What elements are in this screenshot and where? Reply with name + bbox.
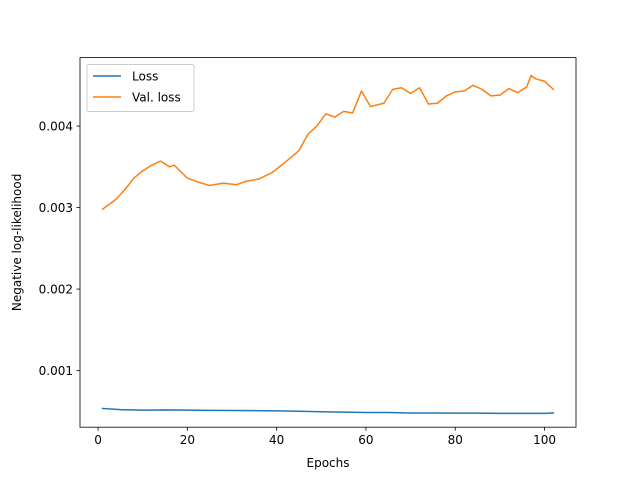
axes-frame bbox=[79, 57, 577, 428]
y-tick-label: 0.003 bbox=[39, 201, 73, 215]
y-tick-label: 0.001 bbox=[39, 364, 73, 378]
y-tick-label: 0.002 bbox=[39, 283, 73, 297]
x-tick-label: 40 bbox=[269, 433, 284, 447]
legend-label-val-loss: Val. loss bbox=[132, 91, 181, 105]
series-layer bbox=[101, 74, 555, 415]
x-tick-label: 80 bbox=[448, 433, 463, 447]
y-tick-label: 0.004 bbox=[39, 120, 73, 134]
x-tick-label: 60 bbox=[358, 433, 373, 447]
series-line-val-loss bbox=[101, 74, 555, 211]
plot-area bbox=[80, 57, 576, 428]
legend: Loss Val. loss bbox=[86, 64, 195, 112]
legend-label-loss: Loss bbox=[132, 70, 158, 84]
axes-layer: 0 20 40 60 80 100 0.001 0.002 0.003 0.004 bbox=[39, 57, 577, 447]
series-line-loss bbox=[101, 407, 555, 415]
x-axis-label: Epochs bbox=[307, 456, 350, 470]
x-tick-label: 20 bbox=[180, 433, 195, 447]
y-axis-label: Negative log-likelihood bbox=[10, 174, 24, 311]
x-tick-label: 100 bbox=[533, 433, 556, 447]
x-tick-label: 0 bbox=[94, 433, 102, 447]
